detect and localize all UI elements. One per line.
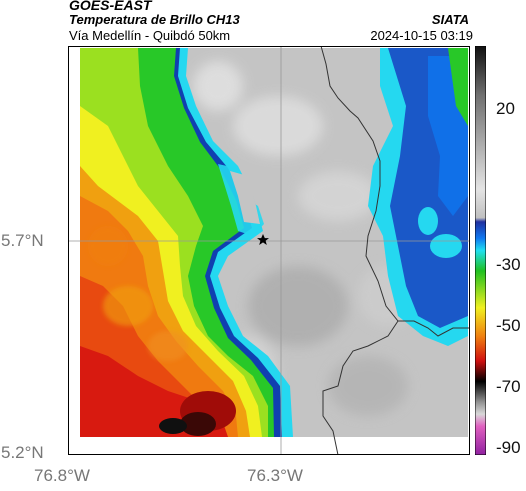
lat-tick-5.7: 5.7°N — [1, 231, 44, 250]
organization-label: SIATA — [431, 12, 469, 27]
lon-tick-76.3: 76.3°W — [247, 466, 303, 485]
brightness-temperature-map — [68, 46, 470, 455]
boundary-line-east — [320, 46, 470, 337]
lon-tick-76.8: 76.8°W — [34, 466, 90, 485]
product-title: Temperatura de Brillo CH13 — [69, 12, 240, 27]
area-subtitle: Vía Medellín - Quibdó 50km — [69, 28, 231, 43]
western-warm-region — [80, 48, 293, 437]
colorbar-tick-minus70: -70 — [496, 377, 521, 396]
satellite-title: GOES-EAST — [69, 0, 152, 13]
lat-tick-5.2: 5.2°N — [1, 443, 44, 462]
temperature-field — [80, 48, 468, 437]
colorbar — [475, 46, 486, 455]
map-frame — [68, 46, 470, 455]
timestamp-label: 2024-10-15 03:19 — [370, 28, 473, 43]
star-icon — [257, 234, 269, 245]
colorbar-tick-minus90: -90 — [496, 438, 521, 457]
colorbar-tick-20: 20 — [496, 99, 515, 118]
boundary-line-south — [322, 320, 399, 455]
colorbar-tick-minus50: -50 — [496, 316, 521, 335]
colorbar-tick-minus30: -30 — [496, 255, 521, 274]
eastern-warm-band — [368, 48, 468, 346]
